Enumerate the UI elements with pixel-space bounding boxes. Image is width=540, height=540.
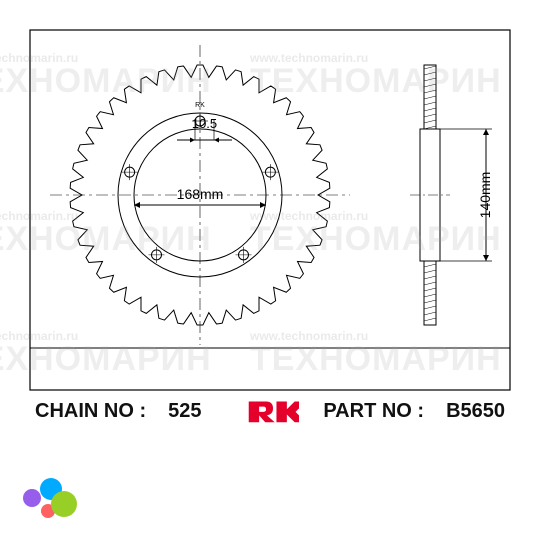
avito-logo [18,478,78,522]
part-label: PART NO : [323,400,424,423]
sprocket-brand-mark: RK [195,102,205,109]
dim-side: 140mm [477,172,493,219]
title-block: CHAIN NO : 525 PART NO : B5650 [35,398,505,424]
avito-dot [23,489,41,507]
rk-logo [247,398,299,424]
chain-label: CHAIN NO : [35,400,146,423]
chain-value: 525 [168,400,201,423]
avito-dot [51,491,77,517]
dim-bore: 168mm [177,186,224,202]
dim-bolt: 10.5 [192,116,217,131]
part-value: B5650 [446,400,505,423]
diagram-canvas: RK 168mm 10.5 140mm [0,0,540,540]
